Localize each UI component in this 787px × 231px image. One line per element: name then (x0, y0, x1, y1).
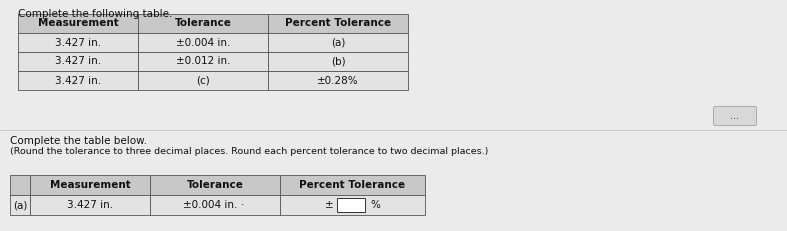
Bar (18, 52, 138, 71)
Bar (280, 175, 425, 195)
Bar (280, 195, 425, 215)
Text: 3.427 in.: 3.427 in. (55, 57, 101, 67)
Text: Percent Tolerance: Percent Tolerance (285, 18, 391, 28)
Text: ...: ... (730, 111, 740, 121)
Text: ±0.012 in.: ±0.012 in. (176, 57, 231, 67)
Text: (a): (a) (331, 37, 345, 48)
Text: 3.427 in.: 3.427 in. (55, 76, 101, 85)
Bar (138, 33, 268, 52)
Bar (10, 195, 30, 215)
Text: ±0.004 in.: ±0.004 in. (183, 200, 237, 210)
Text: ±0.28%: ±0.28% (317, 76, 359, 85)
Text: (Round the tolerance to three decimal places. Round each percent tolerance to tw: (Round the tolerance to three decimal pl… (10, 147, 489, 156)
Bar (18, 33, 138, 52)
Bar (138, 14, 268, 33)
Bar (138, 71, 268, 90)
Bar (10, 175, 30, 195)
Bar (138, 52, 268, 71)
Text: Tolerance: Tolerance (175, 18, 231, 28)
Bar (150, 175, 280, 195)
Bar (268, 52, 408, 71)
Text: (c): (c) (196, 76, 210, 85)
Text: Percent Tolerance: Percent Tolerance (299, 180, 405, 190)
Bar (150, 195, 280, 215)
Text: Complete the following table.: Complete the following table. (18, 9, 172, 19)
Text: 3.427 in.: 3.427 in. (67, 200, 113, 210)
Bar (268, 14, 408, 33)
Bar (30, 175, 150, 195)
Bar (268, 33, 408, 52)
Text: Measurement: Measurement (50, 180, 131, 190)
Text: %: % (371, 200, 380, 210)
Text: (b): (b) (331, 57, 345, 67)
Bar (30, 195, 150, 215)
Text: ±: ± (325, 200, 334, 210)
Text: Complete the table below.: Complete the table below. (10, 136, 147, 146)
Bar (18, 71, 138, 90)
Text: (a): (a) (13, 200, 28, 210)
Bar (18, 14, 138, 33)
Text: 3.427 in.: 3.427 in. (55, 37, 101, 48)
Bar (338, 198, 365, 212)
FancyBboxPatch shape (714, 106, 756, 125)
Bar (268, 71, 408, 90)
Text: ±0.004 in.: ±0.004 in. (176, 37, 230, 48)
Text: Measurement: Measurement (38, 18, 118, 28)
Text: Tolerance: Tolerance (187, 180, 243, 190)
Text: ·: · (242, 200, 245, 210)
